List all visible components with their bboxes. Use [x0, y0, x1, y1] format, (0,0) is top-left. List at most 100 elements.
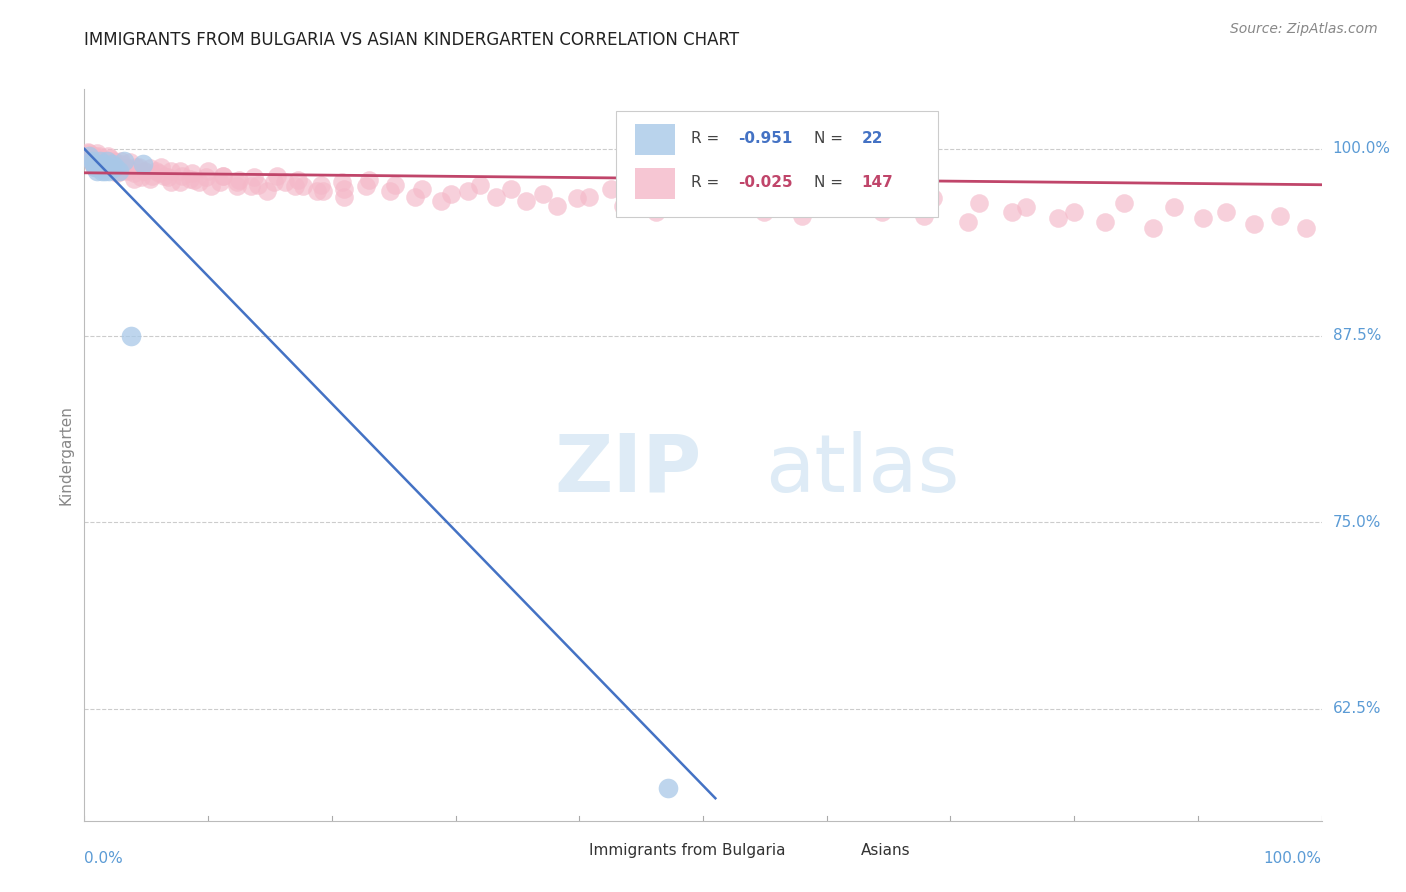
Text: 100.0%: 100.0% [1264, 851, 1322, 866]
Point [132, 164, 155, 178]
Point [225, 175, 247, 189]
Point [96, 160, 118, 174]
Point [120, 328, 142, 343]
Point [79, 146, 101, 161]
Point [157, 170, 180, 185]
Point [956, 215, 979, 229]
Point [90, 157, 112, 171]
Point [673, 191, 696, 205]
Point [645, 204, 668, 219]
Point [183, 173, 205, 187]
Bar [636, 124, 675, 155]
Point [98, 160, 121, 174]
Text: Source: ZipAtlas.com: Source: ZipAtlas.com [1230, 22, 1378, 37]
Point [578, 189, 600, 203]
Point [89, 153, 111, 168]
Point [246, 178, 269, 192]
Point [1142, 221, 1164, 235]
Point [79, 148, 101, 162]
Point [103, 153, 125, 168]
Point [967, 195, 990, 210]
Point [834, 195, 856, 210]
Point [378, 184, 401, 198]
Point [108, 164, 131, 178]
Point [77, 145, 100, 159]
Point [120, 155, 142, 169]
Point [1268, 209, 1291, 223]
Text: R =: R = [690, 131, 724, 146]
Point [84, 160, 107, 174]
Point [228, 173, 250, 187]
Point [90, 164, 112, 178]
Point [197, 164, 219, 178]
Point [152, 169, 174, 183]
Point [80, 153, 103, 168]
Text: Asians: Asians [862, 843, 911, 858]
Point [139, 161, 162, 176]
Text: R =: R = [690, 176, 724, 190]
Point [429, 194, 451, 209]
Point [100, 157, 122, 171]
Point [790, 209, 813, 223]
Point [831, 199, 853, 213]
FancyBboxPatch shape [616, 112, 938, 218]
Point [98, 153, 121, 168]
Point [200, 179, 222, 194]
Text: 87.5%: 87.5% [1333, 328, 1381, 343]
Text: IMMIGRANTS FROM BULGARIA VS ASIAN KINDERGARTEN CORRELATION CHART: IMMIGRANTS FROM BULGARIA VS ASIAN KINDER… [84, 31, 740, 49]
Point [470, 178, 492, 192]
Point [485, 189, 508, 203]
Point [160, 164, 183, 178]
Point [122, 166, 145, 180]
Point [716, 199, 738, 213]
Point [105, 166, 128, 180]
Text: Immigrants from Bulgaria: Immigrants from Bulgaria [589, 843, 786, 858]
Point [333, 189, 356, 203]
Point [103, 155, 125, 169]
Point [91, 157, 114, 171]
Point [711, 195, 734, 210]
Point [263, 175, 285, 189]
Point [274, 175, 297, 189]
Point [97, 157, 120, 171]
Point [333, 182, 356, 196]
Point [89, 157, 111, 171]
Point [139, 171, 162, 186]
Text: -0.025: -0.025 [738, 176, 792, 190]
Point [751, 186, 773, 201]
Point [212, 169, 235, 183]
Text: 100.0%: 100.0% [1333, 142, 1391, 156]
Point [98, 164, 121, 178]
Point [515, 194, 537, 209]
Point [79, 149, 101, 163]
Point [225, 179, 247, 194]
Point [87, 157, 110, 171]
Point [104, 160, 127, 174]
Point [100, 157, 122, 171]
Point [188, 175, 211, 189]
Point [546, 199, 568, 213]
Point [114, 160, 136, 174]
Point [83, 160, 105, 174]
Point [100, 161, 122, 176]
Text: 62.5%: 62.5% [1333, 701, 1381, 716]
Point [93, 161, 115, 176]
Point [531, 186, 554, 201]
Point [122, 171, 145, 186]
Point [411, 182, 433, 196]
Point [792, 191, 814, 205]
Point [110, 157, 132, 171]
Point [84, 149, 107, 163]
Point [612, 199, 634, 213]
Point [1243, 217, 1265, 231]
Point [118, 164, 141, 178]
Text: atlas: atlas [765, 431, 959, 508]
Point [256, 184, 278, 198]
Point [266, 169, 288, 183]
Point [112, 164, 135, 178]
Point [83, 157, 105, 171]
Point [80, 151, 103, 165]
Point [94, 164, 117, 178]
Point [97, 160, 120, 174]
Point [80, 153, 103, 168]
